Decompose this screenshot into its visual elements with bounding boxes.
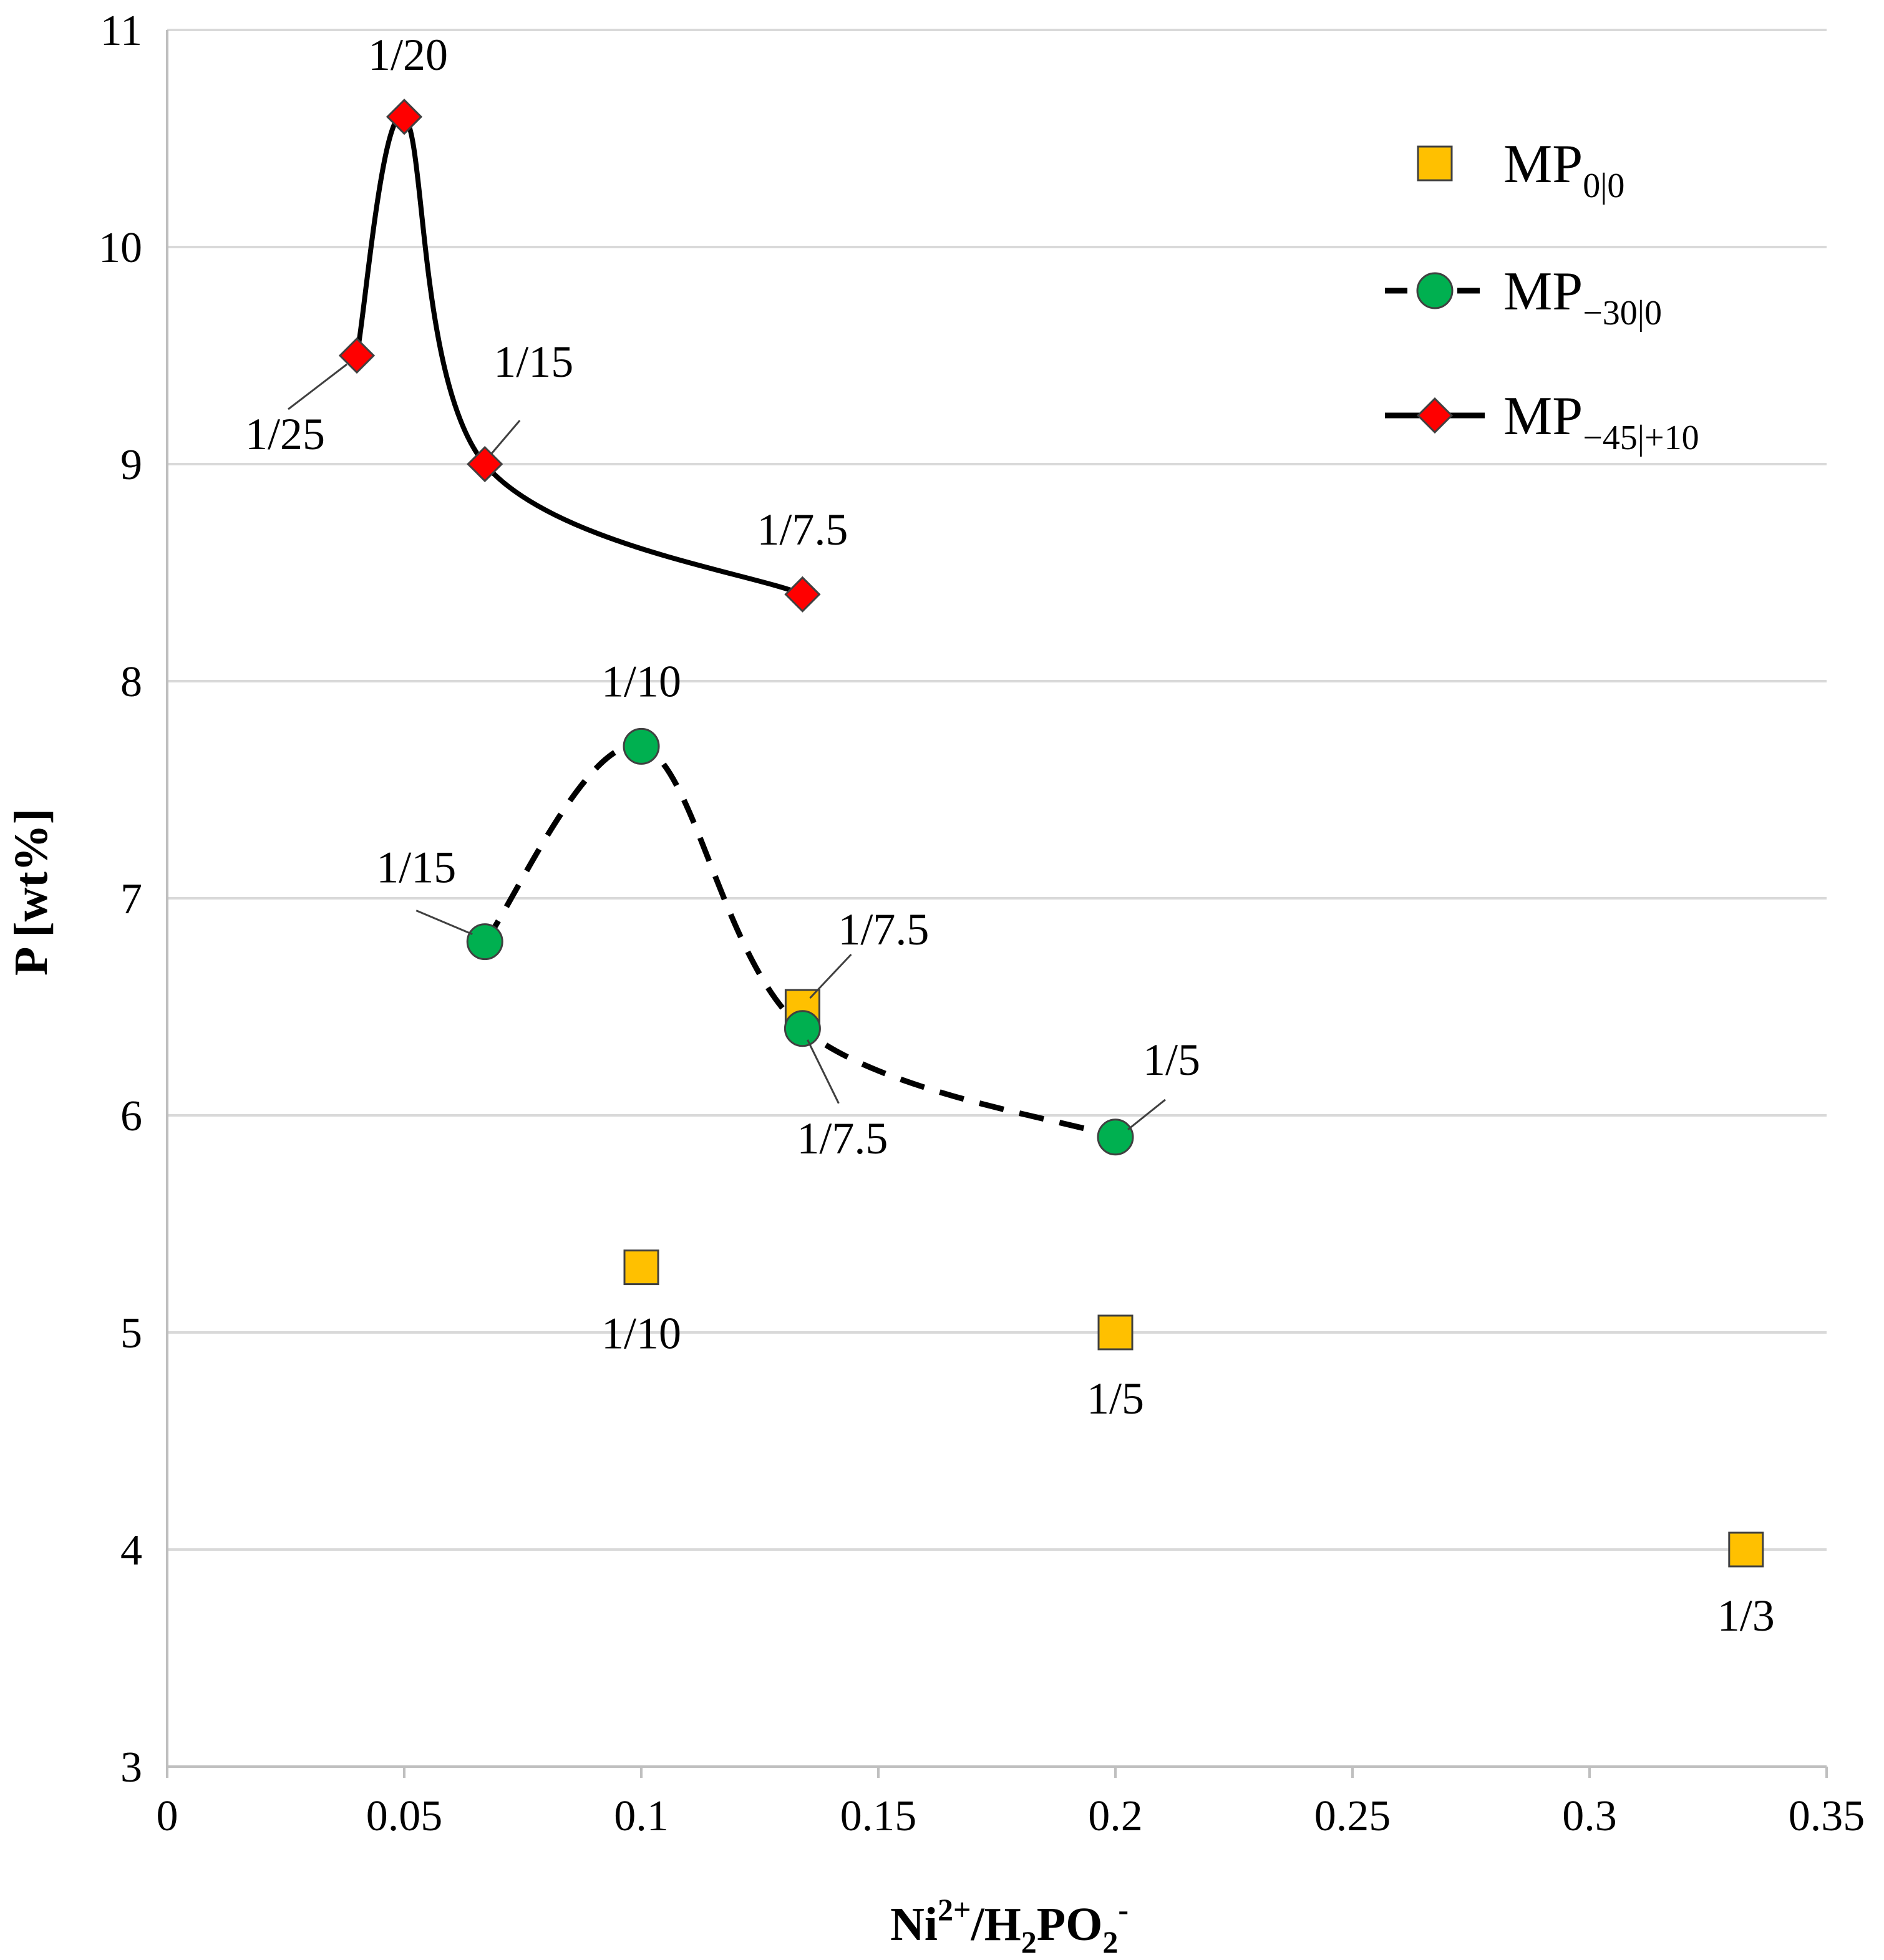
y-tick-label: 4 xyxy=(120,1526,142,1574)
data-label: 1/7.5 xyxy=(797,1113,888,1163)
legend-label: MP−30|0 xyxy=(1503,261,1662,332)
x-title-sup2: - xyxy=(1118,1892,1129,1927)
leader-line xyxy=(288,363,347,410)
legend: MP0|0MP−30|0MP−45|+10 xyxy=(1385,134,1699,457)
y-tick-label: 8 xyxy=(120,658,142,706)
leader-line xyxy=(415,910,473,935)
y-tick-label: 11 xyxy=(100,7,142,55)
series-0-point xyxy=(1728,1531,1764,1568)
y-axis-title: P [wt%] xyxy=(5,808,57,976)
series-2-point xyxy=(784,576,821,613)
y-tick-label: 5 xyxy=(120,1309,142,1357)
series-1-point xyxy=(784,1010,821,1047)
x-title-sub2: 2 xyxy=(1102,1924,1118,1959)
data-label: 1/10 xyxy=(601,1309,681,1359)
data-label: 1/15 xyxy=(493,337,573,387)
x-tick-label: 0.2 xyxy=(1088,1792,1143,1840)
leader-line xyxy=(807,1039,840,1104)
marker-layer xyxy=(338,99,1764,1568)
leader-line xyxy=(1127,1099,1166,1130)
data-label: 1/5 xyxy=(1143,1035,1200,1085)
leader-line xyxy=(809,953,852,999)
y-tick-label: 7 xyxy=(120,875,142,923)
x-title-sup: 2+ xyxy=(938,1892,971,1927)
line-layer xyxy=(354,113,1117,1140)
legend-marker xyxy=(1416,272,1454,309)
series-2-point xyxy=(386,99,423,135)
data-label: 1/20 xyxy=(368,30,448,80)
x-tick-label: 0.15 xyxy=(840,1792,917,1840)
legend-label-subscript: −45|+10 xyxy=(1583,419,1699,457)
series-line-1 xyxy=(482,742,1117,1140)
y-tick-label: 6 xyxy=(120,1092,142,1140)
legend-label: MP−45|+10 xyxy=(1503,386,1699,457)
x-title-sub1: 2 xyxy=(1021,1924,1037,1959)
x-tick-label: 0.25 xyxy=(1314,1792,1391,1840)
x-tick-label: 0.05 xyxy=(366,1792,443,1840)
legend-label-base: MP xyxy=(1503,134,1583,195)
y-tick-label: 3 xyxy=(120,1744,142,1792)
x-title-po: PO xyxy=(1037,1898,1103,1951)
legend-label: MP0|0 xyxy=(1503,134,1624,205)
x-tick-label: 0.1 xyxy=(614,1792,669,1840)
data-label: 1/3 xyxy=(1717,1591,1775,1641)
series-1-point xyxy=(466,923,503,961)
grid-layer xyxy=(167,29,1827,1551)
legend-marker xyxy=(1416,397,1454,434)
data-label: 1/7.5 xyxy=(757,505,848,555)
x-tick-label: 0.35 xyxy=(1789,1792,1865,1840)
series-0-point xyxy=(623,1249,659,1286)
series-line-2 xyxy=(354,113,804,597)
data-label: 1/5 xyxy=(1087,1374,1144,1424)
y-tick-label: 10 xyxy=(99,224,142,272)
x-tick-label: 0 xyxy=(157,1792,178,1840)
leader-line xyxy=(490,420,521,455)
data-label: 1/7.5 xyxy=(838,905,929,954)
series-2-point xyxy=(467,445,503,483)
label-layer: 1/10 1/7.5 1/5 1/3 1/15 1/10 1/7.5 1/5 1/25 1/20 1… xyxy=(245,30,1775,1641)
y-tick-label: 9 xyxy=(120,441,142,489)
axis-layer: 3 4 5 6 7 8 9 10 11 0 0.05 0.1 0.15 0.2 0.25 0.3 0.35 xyxy=(99,7,1865,1840)
series-1-point xyxy=(623,727,660,765)
series-1-point xyxy=(1097,1118,1134,1156)
data-label: 1/15 xyxy=(376,843,456,893)
data-label: 1/25 xyxy=(245,409,325,459)
x-tick-label: 0.3 xyxy=(1562,1792,1617,1840)
x-axis-title: Ni2+/H2PO2- xyxy=(890,1892,1129,1959)
series-2-point xyxy=(338,337,376,374)
legend-marker xyxy=(1417,145,1453,182)
x-title-ni: Ni xyxy=(890,1898,938,1951)
legend-label-base: MP xyxy=(1503,386,1583,447)
legend-label-base: MP xyxy=(1503,261,1583,322)
x-title-h: /H xyxy=(971,1898,1021,1951)
legend-label-subscript: −30|0 xyxy=(1583,294,1662,332)
data-label: 1/10 xyxy=(601,656,681,706)
legend-label-subscript: 0|0 xyxy=(1583,167,1624,205)
series-0-point xyxy=(1097,1314,1134,1351)
